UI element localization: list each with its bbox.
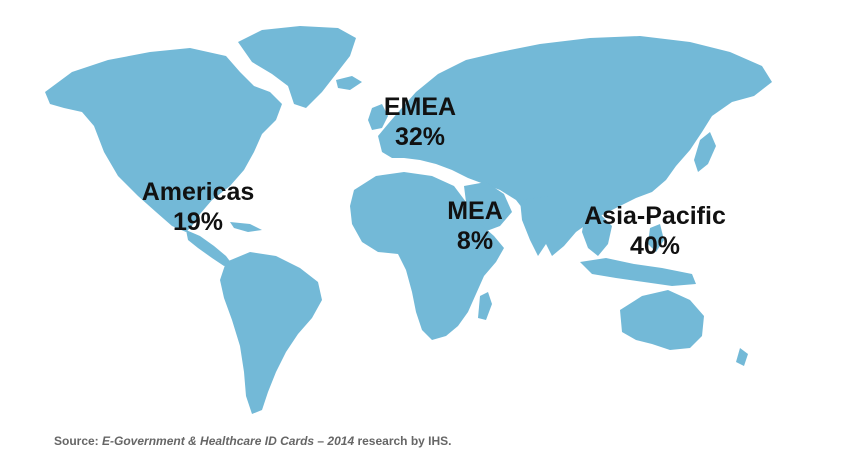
source-prefix: Source: xyxy=(54,434,103,448)
region-label-mea: MEA 8% xyxy=(420,196,530,256)
source-year: 2014 xyxy=(327,434,355,448)
africa-shape xyxy=(350,172,504,340)
philippines-shape xyxy=(648,224,664,252)
region-percent-americas: 19% xyxy=(172,208,224,236)
region-label-americas: Americas 19% xyxy=(118,177,278,237)
landmasses xyxy=(45,26,772,414)
madagascar-shape xyxy=(478,292,492,320)
central-america-shape xyxy=(186,230,232,266)
source-title: E-Government & Healthcare ID Cards xyxy=(102,434,315,448)
southeast-asia-shape xyxy=(582,214,612,256)
region-name-emea: EMEA xyxy=(383,93,457,121)
source-dash: – xyxy=(314,434,328,448)
india-shape xyxy=(520,196,562,256)
north-america-shape xyxy=(45,48,282,232)
new-zealand-shape xyxy=(736,348,748,366)
iceland-shape xyxy=(336,76,362,90)
eurasia-shape xyxy=(378,36,772,256)
caribbean-shape xyxy=(230,222,262,232)
japan-shape xyxy=(694,132,716,172)
region-name-americas: Americas xyxy=(141,178,255,206)
uk-shape xyxy=(368,104,388,130)
region-percent-emea: 32% xyxy=(394,123,446,151)
region-label-asia-pacific: Asia-Pacific 40% xyxy=(560,201,750,261)
indonesia-shape xyxy=(580,258,696,286)
source-note: Source: E-Government & Healthcare ID Car… xyxy=(54,434,452,448)
region-name-mea: MEA xyxy=(447,197,503,225)
region-name-asia-pacific: Asia-Pacific xyxy=(584,202,726,230)
greenland-shape xyxy=(238,26,356,108)
source-suffix: research by IHS. xyxy=(354,434,452,448)
region-label-emea: EMEA 32% xyxy=(350,92,490,152)
region-percent-mea: 8% xyxy=(456,227,494,255)
australia-shape xyxy=(620,290,704,350)
south-america-shape xyxy=(220,252,322,414)
region-percent-asia-pacific: 40% xyxy=(629,232,681,260)
